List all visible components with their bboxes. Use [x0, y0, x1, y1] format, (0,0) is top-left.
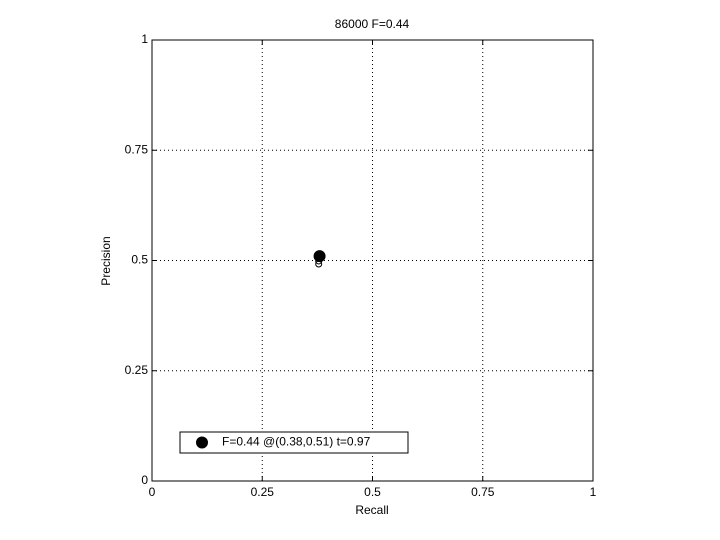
point: [315, 257, 323, 265]
x-tick-label: 0: [149, 485, 156, 499]
chart-title: 86000 F=0.44: [335, 17, 410, 31]
plot-frame: [151, 39, 594, 482]
y-tick-label: 0.5: [131, 253, 148, 267]
y-axis-label: Precision: [99, 236, 113, 285]
y-tick-label: 0: [141, 473, 148, 487]
y-tick-label: 1: [141, 32, 148, 46]
legend-marker: [196, 436, 208, 449]
x-tick-label: 0.5: [364, 485, 381, 499]
y-tick-label: 0.25: [125, 363, 149, 377]
x-axis-label: Recall: [355, 503, 388, 517]
point: [315, 260, 323, 268]
x-tick-label: 0.25: [251, 485, 275, 499]
legend-box: [179, 431, 409, 454]
legend-label: F=0.44 @(0.38,0.51) t=0.97: [222, 435, 371, 449]
y-tick-label: 0.75: [125, 142, 149, 156]
x-tick-label: 0.75: [471, 485, 495, 499]
x-tick-label: 1: [590, 485, 597, 499]
